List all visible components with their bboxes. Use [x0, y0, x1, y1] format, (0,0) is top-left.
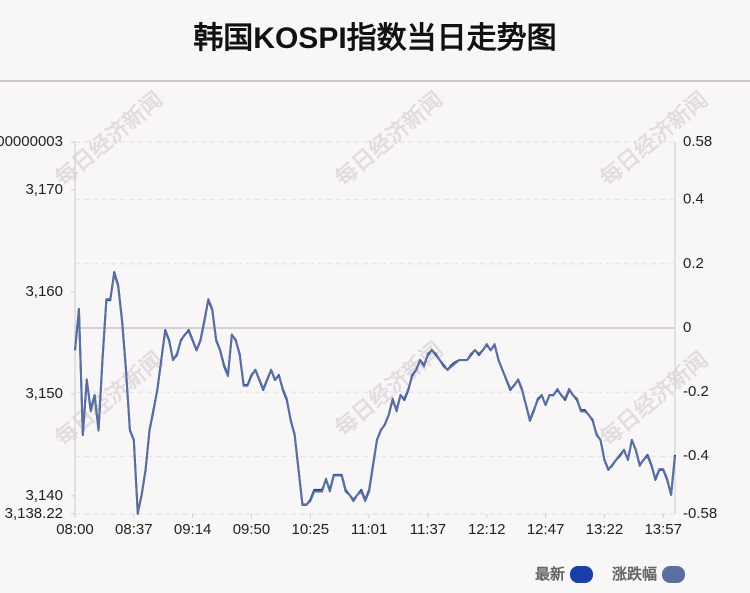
legend-swatch [662, 566, 685, 583]
legend-swatch [570, 566, 593, 583]
y2-tick-label: 0.58 [683, 133, 712, 150]
y-tick-label: 3,170 [25, 181, 63, 198]
legend-label: 涨跌幅 [612, 565, 657, 583]
y2-tick-label: -0.2 [683, 383, 709, 400]
x-tick-label: 09:50 [233, 521, 271, 538]
x-tick-label: 08:37 [115, 521, 153, 538]
y2-tick-label: 0 [683, 319, 691, 336]
y-tick-label: 3,150 [25, 385, 63, 402]
x-tick-label: 10:25 [292, 521, 330, 538]
y-tick-label: 3,160 [25, 283, 63, 300]
x-tick-label: 11:01 [351, 521, 387, 538]
y-tick-label: 3,140 [25, 487, 63, 504]
legend-label: 最新 [535, 565, 565, 583]
x-tick-label: 12:47 [527, 521, 565, 538]
y2-tick-label: 0.4 [683, 191, 704, 208]
y2-tick-label: -0.4 [683, 447, 709, 464]
x-tick-label: 12:12 [468, 521, 506, 538]
y-tick-label: 3,174.7200000003 [0, 133, 63, 150]
y-tick-label: 3,138.22 [5, 505, 63, 522]
x-tick-label: 09:14 [174, 521, 212, 538]
x-tick-label: 08:00 [56, 521, 94, 538]
series-line [74, 272, 676, 515]
x-tick-label: 13:57 [644, 521, 682, 538]
chart-title: 韩国KOSPI指数当日走势图 [193, 22, 556, 55]
y2-tick-label: -0.58 [683, 505, 717, 522]
x-tick-label: 13:22 [586, 521, 624, 538]
y2-tick-label: 0.2 [683, 255, 704, 272]
x-tick-label: 11:37 [410, 521, 446, 538]
